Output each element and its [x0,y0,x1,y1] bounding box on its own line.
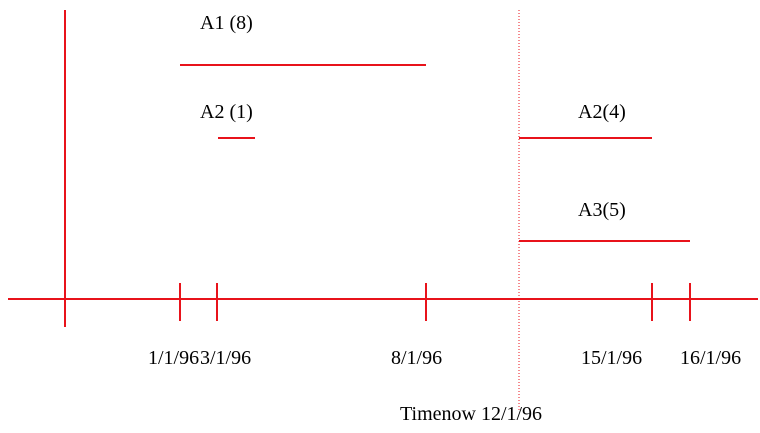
interval-label-a1: A1 (8) [200,12,253,34]
tick-label: 16/1/96 [680,347,741,369]
tick-label: 3/1/96 [200,347,251,369]
interval-label-a2: A2 (1) [200,101,253,123]
tick-label: 1/1/96 [148,347,199,369]
now-label: Timenow 12/1/96 [400,403,542,425]
interval-label-a2-later: A2(4) [578,101,626,123]
tick-label: 8/1/96 [391,347,442,369]
interval-label-a3: A3(5) [578,199,626,221]
tick-label: 15/1/96 [581,347,642,369]
